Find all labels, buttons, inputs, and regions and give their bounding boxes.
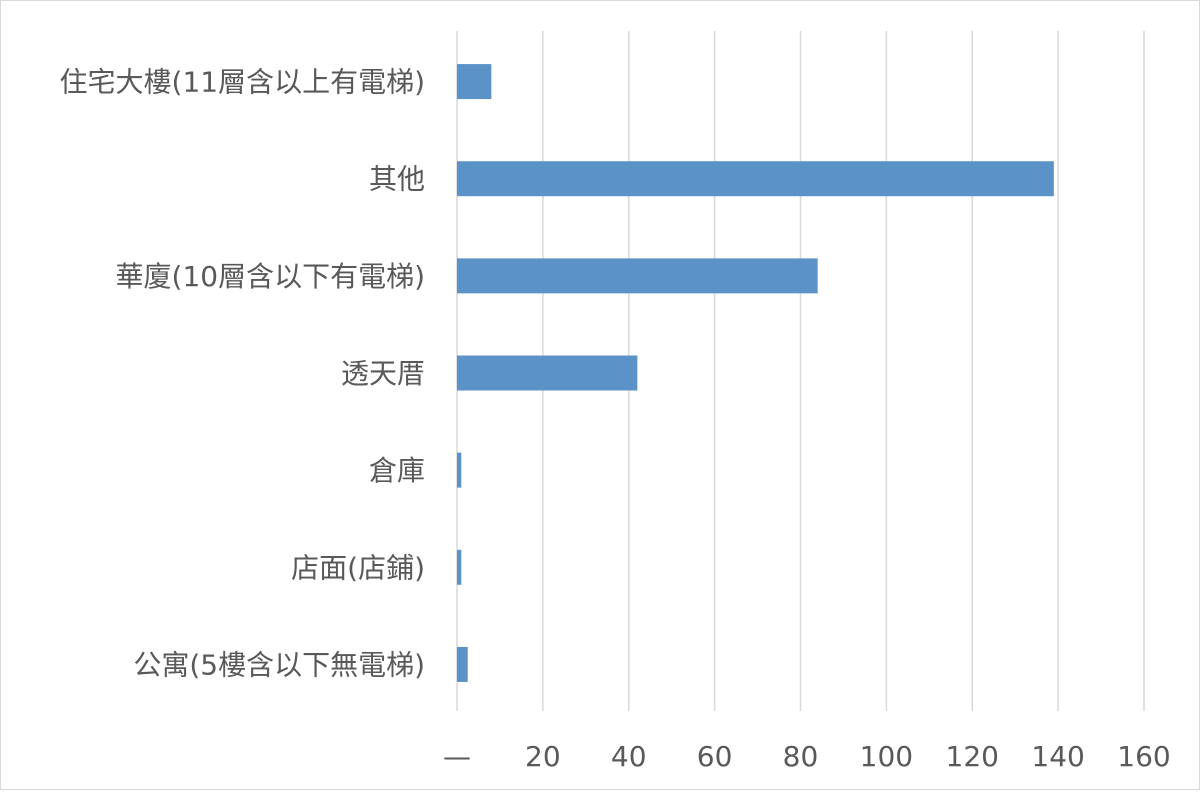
gridlines [456, 31, 1145, 711]
x-tick-label: 160 [1117, 740, 1170, 773]
bar [457, 64, 492, 100]
category-label: 住宅大樓(11層含以上有電梯) [60, 66, 425, 99]
bar [457, 258, 818, 294]
x-tick-label: — [443, 740, 471, 773]
category-label: 倉庫 [369, 454, 425, 487]
category-label: 店面(店鋪) [291, 551, 425, 584]
bar [457, 161, 1054, 197]
x-axis-tick-labels: — 20 40 60 80 100 120 140 160 [443, 740, 1171, 773]
bars [457, 64, 1054, 682]
bar [457, 452, 462, 488]
category-label: 公寓(5樓含以下無電梯) [133, 648, 425, 681]
x-tick-label: 140 [1031, 740, 1084, 773]
category-label: 其他 [369, 163, 425, 196]
x-tick-label: 100 [860, 740, 913, 773]
x-tick-label: 40 [611, 740, 647, 773]
category-label: 透天厝 [341, 357, 425, 390]
x-tick-label: 80 [783, 740, 819, 773]
bar [457, 549, 462, 585]
bar [457, 355, 638, 391]
x-tick-label: 20 [525, 740, 561, 773]
x-tick-label: 60 [697, 740, 733, 773]
bar [457, 646, 468, 682]
category-label: 華廈(10層含以下有電梯) [116, 260, 425, 293]
x-tick-label: 120 [946, 740, 999, 773]
